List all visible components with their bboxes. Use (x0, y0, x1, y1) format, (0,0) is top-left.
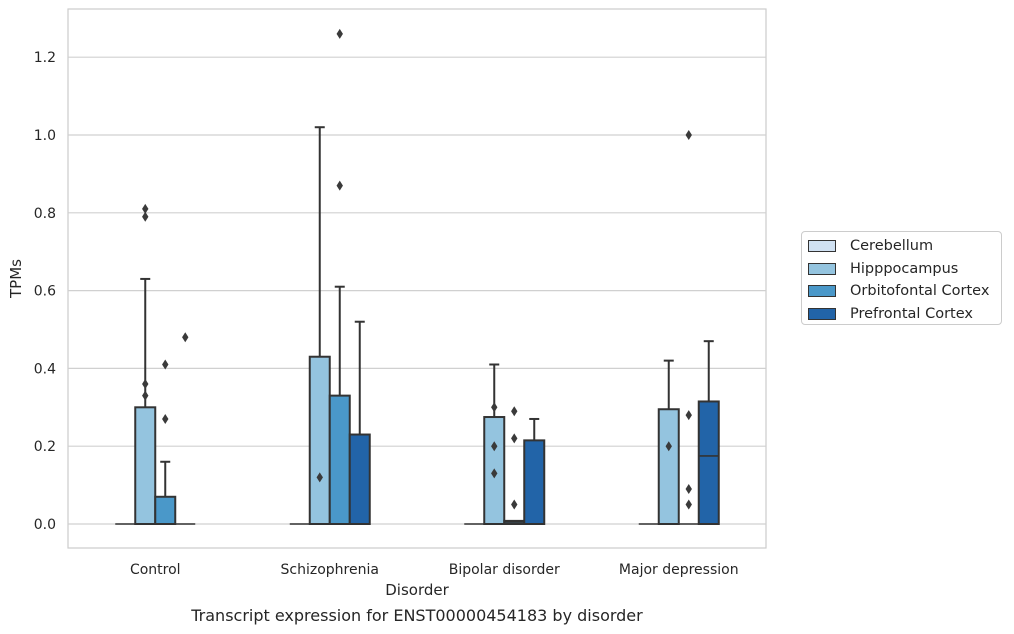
outlier-point (142, 378, 149, 389)
box (523, 439, 546, 525)
outlier-point (162, 359, 169, 370)
outlier-point (336, 180, 343, 191)
box (348, 433, 371, 525)
outlier-point (491, 441, 498, 452)
box (134, 406, 157, 525)
legend-label-cerebellum: Cerebellum (850, 238, 934, 255)
y-tick-label: 0.2 (34, 439, 56, 455)
chart-caption: Transcript expression for ENST0000045418… (191, 606, 643, 625)
outlier-point (665, 441, 672, 452)
legend-label-prefrontal: Prefrontal Cortex (850, 305, 973, 322)
y-tick-label: 0.4 (34, 361, 56, 377)
outlier-point (182, 332, 189, 343)
outlier-point (511, 499, 518, 510)
legend-label-hippocampus: Hipppocampus (850, 260, 959, 277)
x-tick-label: Major depression (619, 562, 739, 578)
outlier-point (142, 203, 149, 214)
outlier-point (511, 433, 518, 444)
outlier-point (685, 499, 692, 510)
outlier-point (336, 28, 343, 39)
y-axis-label: TPMs (7, 259, 25, 299)
legend-item-cerebellum: Cerebellum (802, 235, 1001, 258)
legend-item-hippocampus: Hipppocampus (802, 258, 1001, 281)
box (657, 408, 680, 525)
outlier-point (316, 472, 323, 483)
outlier-point (142, 390, 149, 401)
outlier-point (491, 402, 498, 413)
legend-label-orbitofrontal: Orbitofontal Cortex (850, 283, 990, 300)
outlier-point (491, 468, 498, 479)
x-tick-label: Control (130, 562, 181, 578)
legend: Cerebellum Hipppocampus Orbitofontal Cor… (801, 231, 1002, 325)
outlier-point (685, 130, 692, 140)
y-tick-label: 1.0 (34, 128, 56, 144)
legend-swatch-hippocampus (808, 262, 836, 275)
legend-swatch-cerebellum (808, 240, 836, 253)
y-tick-label: 1.2 (34, 50, 56, 66)
legend-swatch-orbitofrontal (808, 285, 836, 298)
box (328, 394, 351, 525)
y-tick-label: 0.8 (34, 206, 56, 222)
y-tick-label: 0.6 (34, 284, 56, 300)
plot-frame (67, 8, 767, 549)
box (154, 495, 177, 525)
x-axis-label: Disorder (385, 581, 449, 599)
y-tick-label: 0.0 (34, 517, 56, 533)
box (697, 400, 720, 525)
legend-item-orbitofrontal: Orbitofontal Cortex (802, 280, 1001, 303)
legend-swatch-prefrontal (808, 307, 836, 320)
outlier-point (162, 413, 169, 424)
x-tick-label: Bipolar disorder (449, 562, 560, 578)
outlier-point (511, 406, 518, 417)
outlier-point (685, 483, 692, 494)
outlier-point (142, 211, 149, 222)
outlier-point (685, 410, 692, 421)
x-tick-label: Schizophrenia (281, 562, 379, 578)
legend-item-prefrontal: Prefrontal Cortex (802, 303, 1001, 326)
box (308, 355, 331, 526)
